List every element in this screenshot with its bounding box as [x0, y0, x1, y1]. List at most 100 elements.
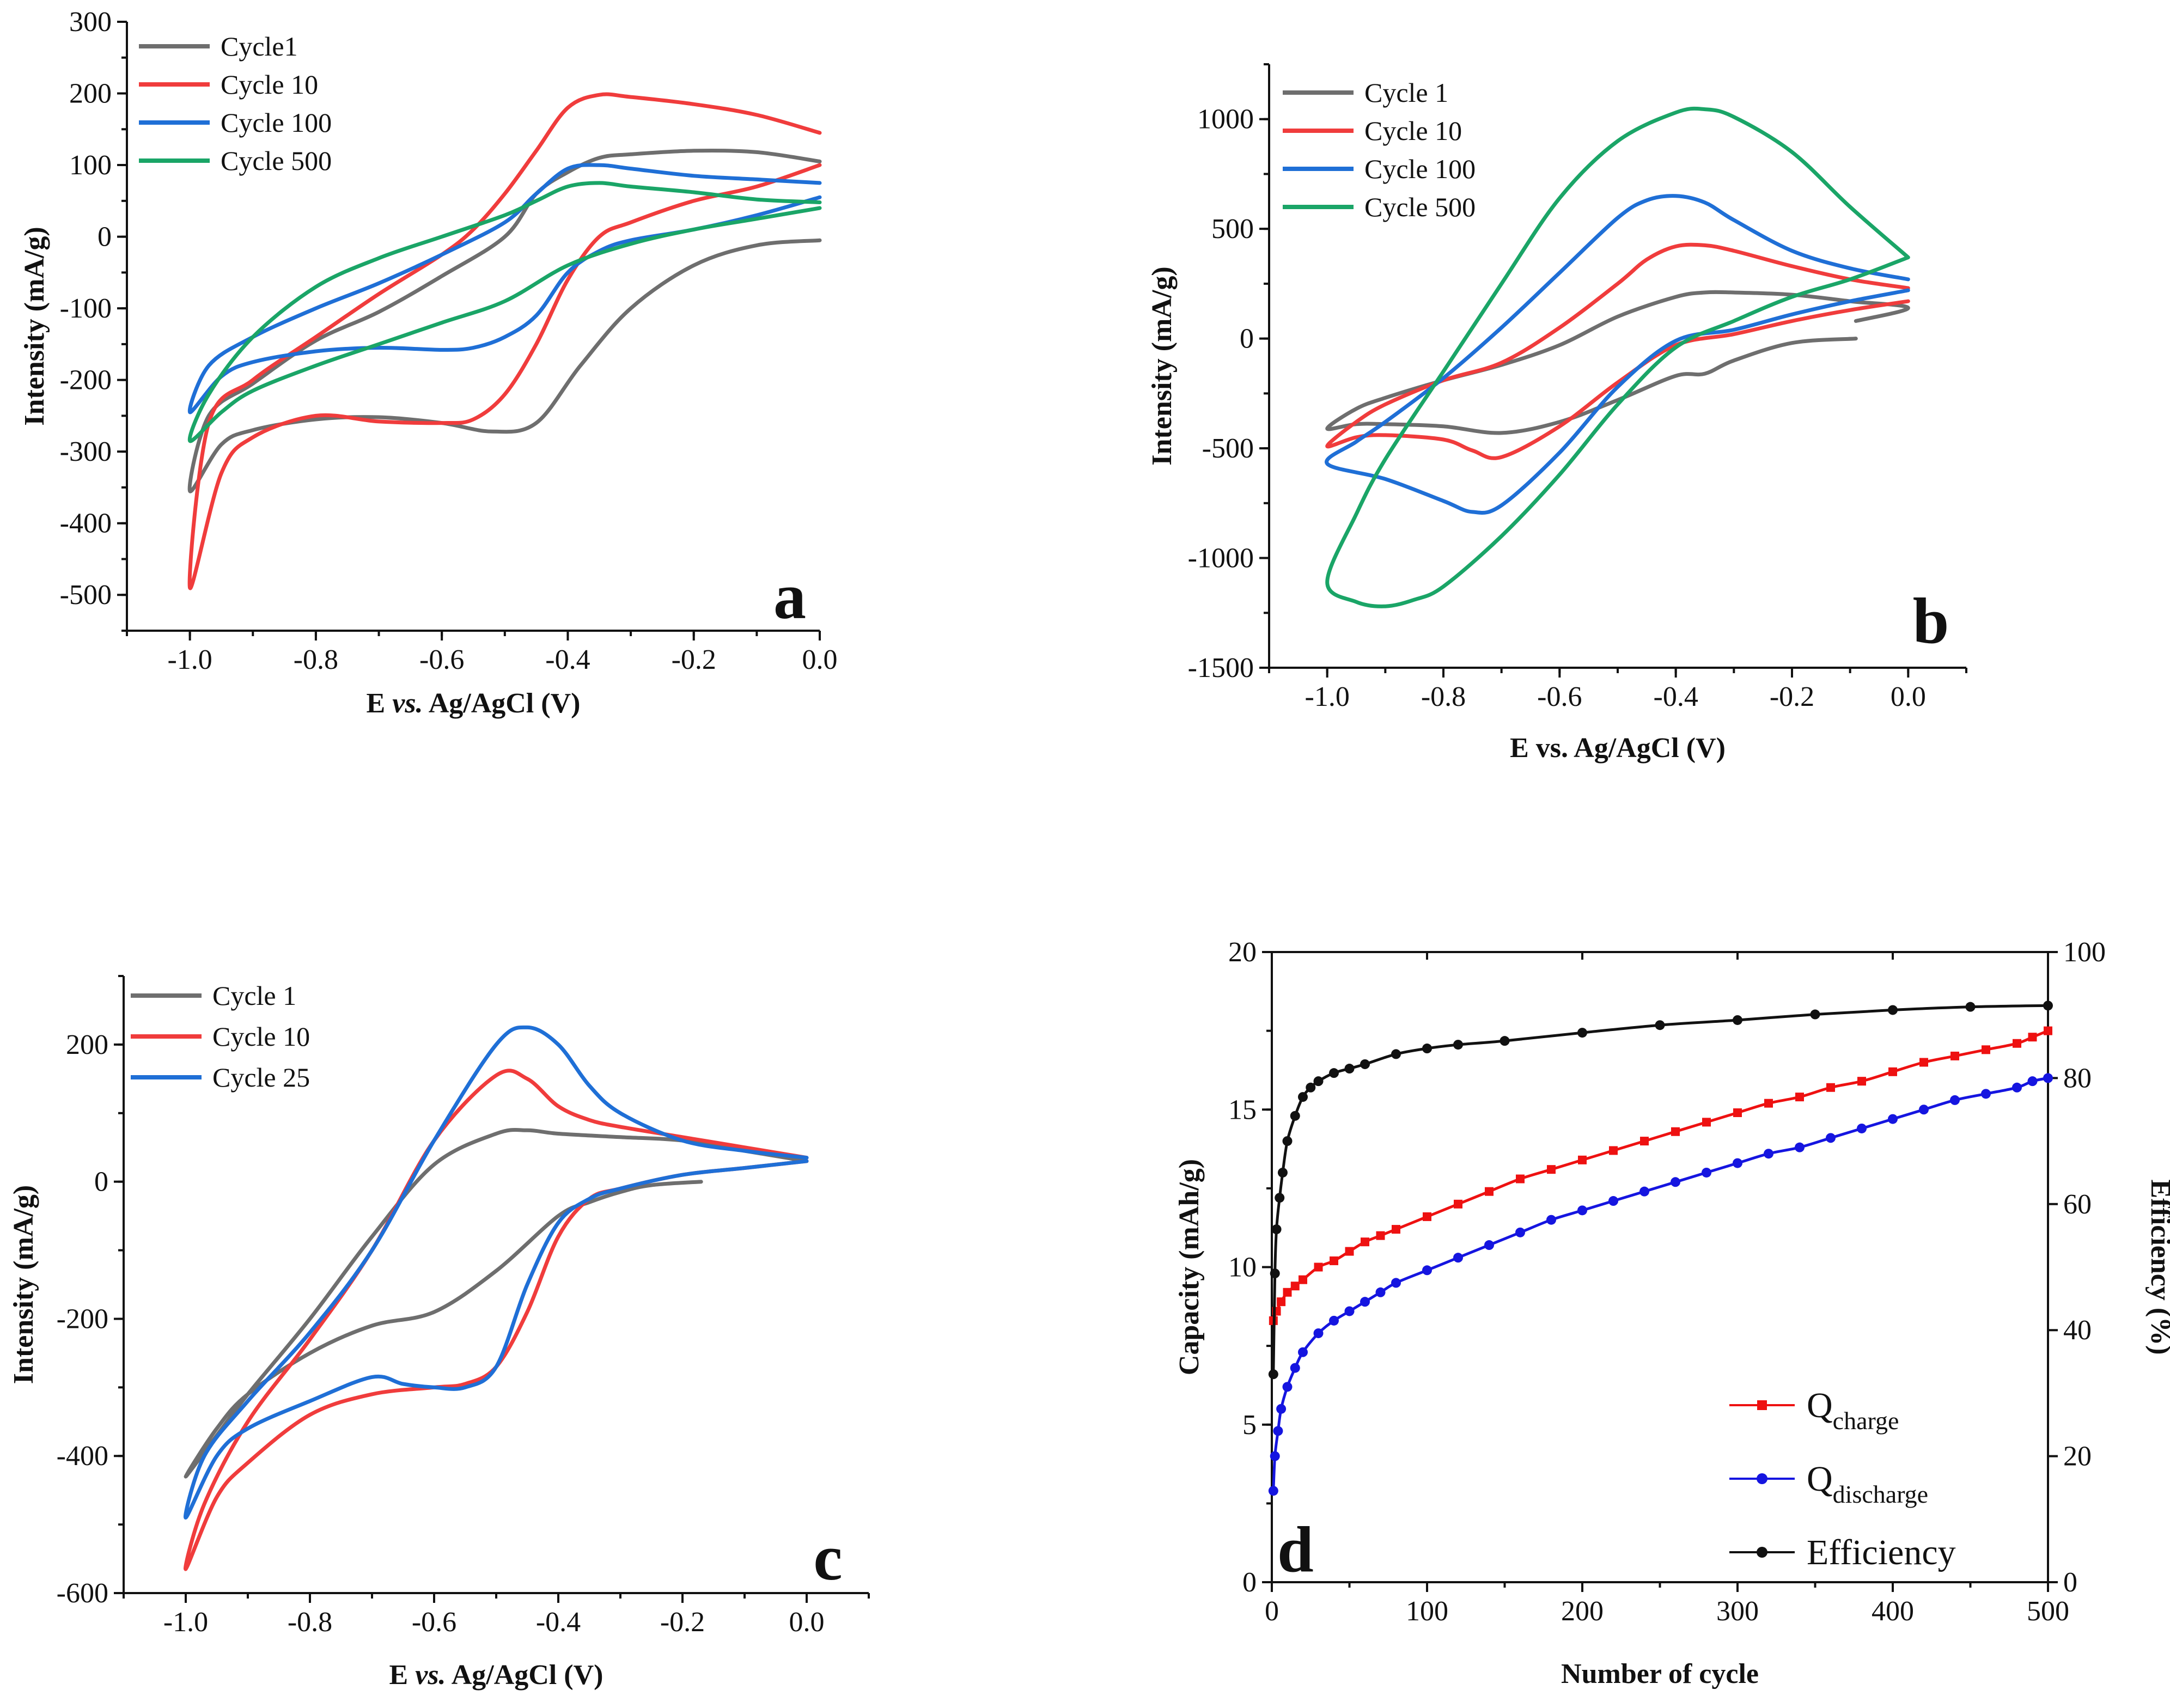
panel-d-point-marker	[1345, 1247, 1354, 1256]
panel-b-letter: b	[1913, 584, 1949, 657]
panel-d-point-marker	[2013, 1039, 2021, 1048]
panel-d-point-marker	[1810, 1009, 1820, 1020]
panel-d-point-marker	[1919, 1105, 1929, 1115]
panel-d-point-marker	[1275, 1193, 1285, 1203]
panel-a-x-tick-label: -1.0	[167, 644, 212, 675]
panel-d-series-3	[1268, 1001, 2053, 1380]
panel-d-point-marker	[1270, 1268, 1280, 1279]
panel-b-x-tick-label: -0.2	[1770, 681, 1814, 712]
panel-d-series-2	[1268, 1073, 2053, 1496]
panel-d-point-marker	[1982, 1045, 1990, 1054]
panel-d-legend-label-subscript: discharge	[1833, 1480, 1928, 1508]
panel-d-point-marker	[2012, 1082, 2022, 1093]
panel-c-legend-label: Cycle 1	[212, 980, 296, 1011]
panel-d-point-marker	[1702, 1167, 1711, 1178]
panel-b-x-tick-label: -0.6	[1537, 681, 1582, 712]
panel-d-point-marker	[1640, 1137, 1649, 1146]
panel-d-y-tick-label: 10	[1228, 1252, 1257, 1283]
panel-d-point-marker	[1271, 1224, 1282, 1235]
panel-c-y-axis-label: Intensity (mA/g)	[8, 1185, 39, 1384]
panel-d-series-line	[1272, 1004, 2049, 1375]
panel-c-y-tick-label: -400	[57, 1441, 108, 1472]
panel-d-point-marker	[1273, 1426, 1283, 1436]
panel-a-x-axis-label-part: E	[367, 688, 393, 719]
panel-a-letter: a	[773, 560, 806, 632]
panel-d-point-marker	[1577, 1205, 1587, 1216]
panel-b-legend-label: Cycle 500	[1364, 192, 1476, 222]
panel-d-point-marker	[1733, 1108, 1742, 1118]
panel-d-point-marker	[1950, 1051, 1959, 1060]
panel-a-y-tick-label: 200	[69, 78, 112, 109]
panel-d-point-marker	[1795, 1093, 1804, 1102]
panel-d-x-tick-label: 500	[2027, 1596, 2069, 1627]
panel-d-point-marker	[1290, 1282, 1300, 1291]
panel-b-y-tick-label: 1000	[1197, 104, 1254, 135]
panel-d-point-marker	[1671, 1177, 1680, 1187]
panel-d-point-marker	[2044, 1026, 2052, 1035]
panel-d-y-tick-label: 15	[1228, 1094, 1257, 1125]
panel-d-point-marker	[1330, 1256, 1338, 1265]
panel-d-point-marker	[2027, 1076, 2038, 1087]
panel-d-point-marker	[1344, 1064, 1355, 1074]
panel-b-y-tick-label: -1000	[1188, 543, 1254, 574]
panel-d-point-marker	[1299, 1275, 1307, 1284]
panel-d-y-tick-label: 0	[1242, 1567, 1257, 1598]
panel-d-point-marker	[1361, 1237, 1369, 1247]
panel-d-point-marker	[2043, 1073, 2053, 1083]
panel-d-series-1	[1269, 1026, 2052, 1325]
panel-c-legend-label: Cycle 10	[212, 1021, 310, 1052]
panel-d-point-marker	[1888, 1005, 1898, 1015]
panel-c-x-tick-label: 0.0	[789, 1607, 825, 1638]
panel-c-series-line-2	[184, 1069, 809, 1571]
panel-d-axes: 0 100 200 300 400 500 0 5 10 15 20	[1228, 937, 2069, 1627]
panel-a-y-tick-label: -300	[60, 436, 112, 467]
panel-d-point-marker	[1376, 1231, 1385, 1240]
panel-d-point-marker	[1516, 1174, 1525, 1184]
panel-d-point-marker	[1329, 1068, 1339, 1078]
panel-d-y-tick-label: 20	[1228, 937, 1257, 968]
panel-d-point-marker	[1283, 1288, 1292, 1297]
panel-d-point-marker	[1919, 1058, 1928, 1067]
panel-a-legend-label: Cycle1	[221, 31, 298, 62]
panel-d-point-marker	[1277, 1297, 1286, 1307]
panel-d-point-marker	[1313, 1076, 1324, 1087]
panel-c-x-axis-label-part: Ag/AgCl (V)	[446, 1660, 604, 1691]
panel-d-capacity-chart: 0 100 200 300 400 50005101520020406080100Qcha…	[1174, 937, 2170, 1689]
panel-d-x-tick-label: 100	[1406, 1596, 1448, 1627]
panel-c-y-tick-label: 200	[66, 1029, 108, 1060]
panel-d-point-marker	[1826, 1133, 1836, 1143]
panel-d-point-marker	[1764, 1099, 1773, 1108]
panel-d-x-tick-label: 0	[1265, 1596, 1279, 1627]
panel-a-x-tick-label: -0.6	[419, 644, 464, 675]
panel-a-legend-label: Cycle 100	[221, 107, 332, 138]
panel-b-x-axis-label: E vs. Ag/AgCl (V)	[1510, 733, 1726, 764]
panel-d-point-marker	[1277, 1167, 1288, 1178]
panel-d-point-marker	[2043, 1001, 2053, 1011]
panel-d-point-marker	[1454, 1199, 1462, 1209]
panel-b-legend: Cycle 1 Cycle 10 Cycle 100 Cycle 500	[1283, 77, 1476, 222]
panel-d-point-marker	[1268, 1486, 1278, 1496]
panel-b-y-tick-label: 500	[1211, 213, 1254, 245]
panel-c-x-axis-label-part: vs.	[415, 1660, 446, 1691]
panel-d-point-marker	[1453, 1253, 1463, 1263]
panel-b-x-tick-label: -0.8	[1421, 681, 1466, 712]
panel-d-point-marker	[1298, 1092, 1308, 1102]
panel-d-point-marker	[1826, 1083, 1835, 1092]
panel-d-legend-label-main: Q	[1807, 1386, 1833, 1425]
panel-d-letter: d	[1277, 1513, 1314, 1585]
panel-a-legend-label: Cycle 500	[221, 145, 332, 176]
panel-d-point-marker	[1360, 1059, 1370, 1069]
panel-c-series-line-3	[184, 1025, 809, 1520]
panel-b-axes: -1.0 -0.8 -0.6 -0.4 -0.2 0.0 -1500 -1000 -500 0 50…	[1188, 63, 1967, 712]
panel-d-point-marker	[1268, 1369, 1278, 1380]
panel-c-x-axis-label: E vs. Ag/AgCl (V)	[389, 1660, 604, 1691]
panel-d-point-marker	[1329, 1315, 1339, 1326]
panel-c-legend: Cycle 1 Cycle 10 Cycle 25	[131, 980, 310, 1093]
panel-d-point-marker	[1453, 1040, 1463, 1050]
panel-b-y-tick-label: 0	[1240, 324, 1254, 355]
panel-d-y-axis-label-left: Capacity (mAh/g)	[1174, 1159, 1205, 1375]
panel-d-legend-label: Qdischarge	[1807, 1459, 1928, 1508]
panel-d-legend-label: Qcharge	[1807, 1386, 1899, 1435]
panel-d-point-marker	[1857, 1123, 1867, 1133]
panel-a-y-tick-label: -100	[60, 293, 112, 324]
